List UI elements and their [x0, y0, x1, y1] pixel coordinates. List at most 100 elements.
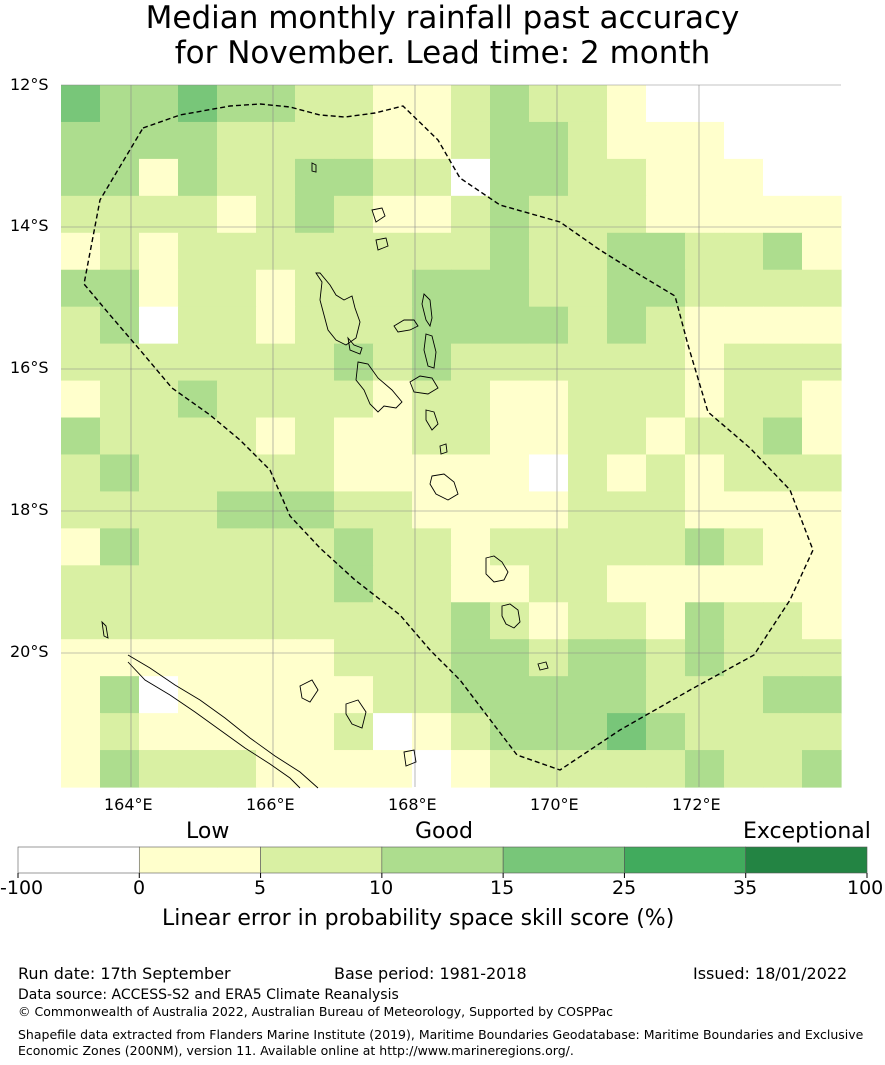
- grid-cell: [61, 85, 101, 123]
- grid-cell: [646, 380, 686, 419]
- grid-cell: [490, 232, 530, 271]
- grid-cell: [568, 750, 608, 788]
- grid-cell: [373, 713, 413, 751]
- title-line-1: Median monthly rainfall past accuracy: [145, 0, 740, 36]
- grid-cell: [763, 454, 803, 493]
- grid-cell: [724, 269, 764, 308]
- grid-cell: [100, 269, 140, 308]
- grid-cell: [685, 306, 725, 345]
- grid-cell: [451, 713, 491, 751]
- grid-cell: [529, 232, 569, 271]
- grid-cell: [61, 454, 101, 493]
- grid-cell: [178, 491, 218, 529]
- grid-cell: [373, 454, 413, 493]
- grid-cell: [646, 454, 686, 493]
- grid-cell: [100, 676, 140, 714]
- grid-cell: [763, 491, 803, 529]
- grid-cell: [763, 528, 803, 566]
- grid-cell: [334, 269, 374, 308]
- grid-cell: [802, 676, 842, 714]
- grid-cell: [256, 121, 296, 160]
- colorbar-tick-0: -100: [0, 877, 44, 899]
- grid-cell: [646, 750, 686, 788]
- grid-cell: [61, 121, 101, 160]
- grid-cell: [685, 713, 725, 751]
- grid-cell: [490, 269, 530, 308]
- grid-cell: [256, 565, 296, 603]
- grid-cell: [685, 158, 725, 197]
- grid-cell: [685, 85, 725, 123]
- grid-cell: [490, 491, 530, 529]
- grid-cell: [334, 306, 374, 345]
- grid-cell: [802, 343, 842, 382]
- grid-cell: [529, 602, 569, 640]
- grid-cell: [295, 713, 335, 751]
- grid-cell: [139, 491, 179, 529]
- grid-cell: [763, 676, 803, 714]
- island-torres: [311, 162, 317, 173]
- graticule: [61, 84, 841, 787]
- grid-cell: [451, 121, 491, 160]
- grid-cell: [646, 676, 686, 714]
- colorbar-category-low: Low: [186, 819, 230, 844]
- grid-cell: [724, 676, 764, 714]
- grid-cell: [61, 195, 101, 234]
- grid-cell: [295, 602, 335, 640]
- grid-cell: [256, 713, 296, 751]
- grid-cell: [256, 602, 296, 640]
- lon-label-172e: 172°E: [672, 795, 721, 814]
- grid-cell: [724, 121, 764, 160]
- grid-cell: [139, 85, 179, 123]
- grid-cell: [529, 343, 569, 382]
- grid-cell: [646, 491, 686, 529]
- grid-cell: [802, 85, 842, 123]
- grid-cell: [490, 343, 530, 382]
- grid-cell: [334, 158, 374, 197]
- grid-cell: [295, 343, 335, 382]
- grid-cell: [334, 491, 374, 529]
- grid-cell: [451, 269, 491, 308]
- grid-cell: [724, 528, 764, 566]
- grid-cell: [373, 417, 413, 456]
- grid-cell: [646, 713, 686, 751]
- grid-cell: [490, 417, 530, 456]
- island-malekula: [355, 361, 403, 413]
- grid-cell: [139, 639, 179, 677]
- grid-cell: [451, 380, 491, 419]
- grid-cell: [451, 565, 491, 603]
- grid-cell: [61, 232, 101, 271]
- grid-cell: [217, 195, 257, 234]
- colorbar-tick-3: 10: [369, 877, 394, 899]
- grid-cell: [373, 343, 413, 382]
- grid-cell: [685, 565, 725, 603]
- grid-cell: [373, 121, 413, 160]
- grid-cell: [139, 713, 179, 751]
- colorbar-tick-2: 5: [254, 877, 267, 899]
- colorbar-tick-4: 15: [490, 877, 515, 899]
- grid-cell: [724, 380, 764, 419]
- grid-cell: [568, 232, 608, 271]
- grid-cell: [256, 454, 296, 493]
- grid-cell: [100, 343, 140, 382]
- grid-cell: [763, 602, 803, 640]
- grid-cell: [568, 676, 608, 714]
- grid-cell: [373, 676, 413, 714]
- grid-cell: [724, 306, 764, 345]
- grid-cell: [685, 343, 725, 382]
- grid-cell: [178, 417, 218, 456]
- colorbar-tick-1: 0: [133, 877, 146, 899]
- grid-cell: [100, 195, 140, 234]
- grid-cell: [607, 269, 647, 308]
- grid-cell: [685, 750, 725, 788]
- grid-cell: [178, 454, 218, 493]
- grid-cell: [412, 676, 452, 714]
- grid-cell: [139, 195, 179, 234]
- grid-cell: [178, 232, 218, 271]
- grid-cell: [763, 343, 803, 382]
- grid-cell: [607, 750, 647, 788]
- grid-cell: [451, 528, 491, 566]
- grid-cell: [100, 750, 140, 788]
- grid-cell: [295, 121, 335, 160]
- island-loyalty-2: [299, 679, 319, 703]
- grid-cell: [412, 343, 452, 382]
